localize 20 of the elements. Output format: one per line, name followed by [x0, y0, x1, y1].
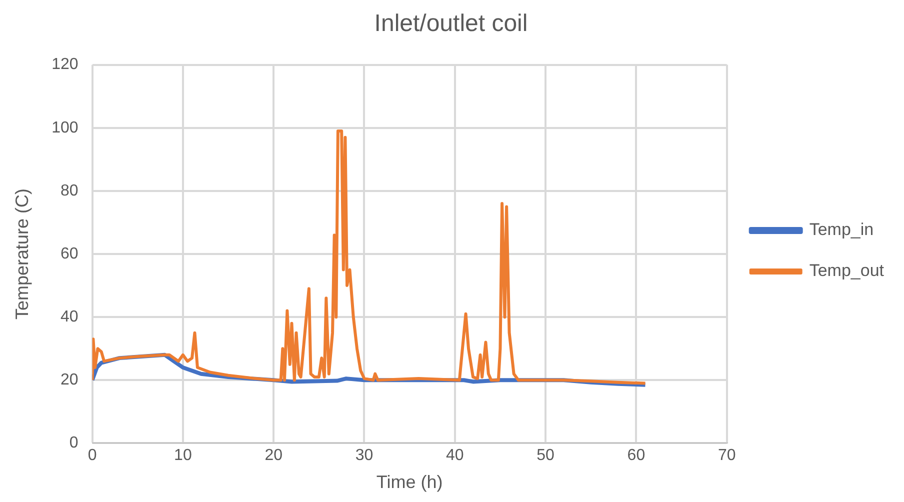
chart-title: Inlet/outlet coil	[374, 10, 528, 38]
y-tick-label: 120	[52, 56, 78, 74]
y-tick-label: 100	[52, 119, 78, 136]
x-axis-title: Time (h)	[376, 472, 443, 492]
y-tick-label: 80	[60, 182, 78, 200]
x-tick-label: 20	[264, 447, 283, 464]
y-tick-label: 20	[60, 372, 78, 389]
x-tick-label: 10	[174, 447, 192, 464]
x-tick-label: 0	[88, 447, 97, 464]
x-tick-label: 50	[536, 447, 555, 464]
y-tick-label: 0	[69, 434, 78, 452]
y-axis-title: Temperature (C)	[12, 188, 32, 320]
legend-label: Temp_in	[809, 220, 874, 240]
y-tick-label: 40	[60, 308, 78, 326]
y-tick-label: 60	[60, 245, 78, 262]
x-tick-label: 70	[718, 447, 736, 464]
x-tick-label: 40	[446, 447, 464, 464]
x-tick-label: 60	[627, 447, 646, 464]
x-tick-label: 30	[355, 447, 374, 464]
legend-label: Temp_out	[809, 261, 884, 280]
